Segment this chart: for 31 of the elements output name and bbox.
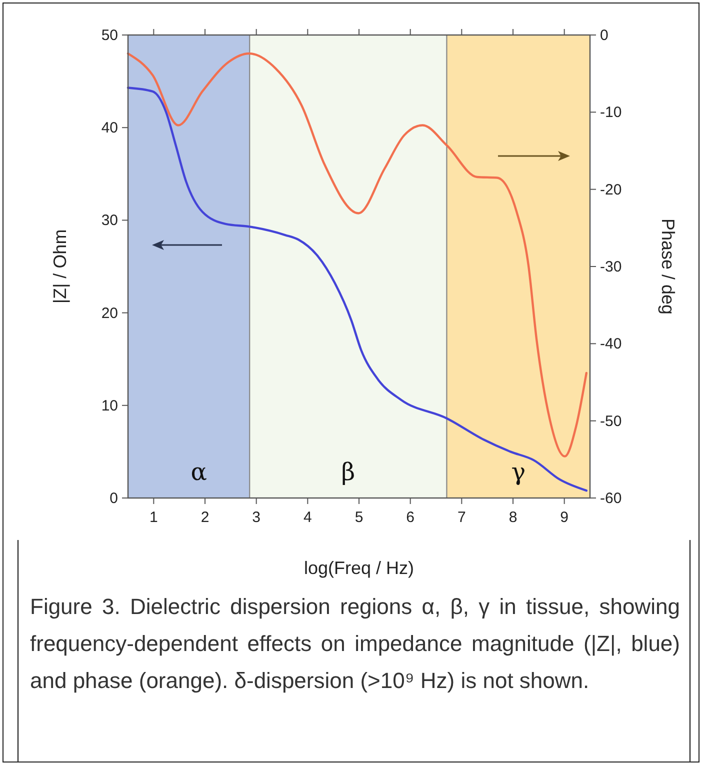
x-tick-label: 7 [457, 509, 466, 526]
x-axis-title: log(Freq / Hz) [304, 558, 414, 578]
y2-tick-label: 0 [600, 27, 608, 44]
x-tick-label: 6 [406, 509, 415, 526]
y-tick-label: 20 [101, 304, 118, 322]
band-label: β [341, 458, 356, 486]
x-tick-label: 3 [252, 509, 261, 526]
y-axis-title: |Z| / Ohm [50, 229, 70, 304]
band-label: α [190, 458, 207, 486]
band-label: γ [511, 458, 526, 486]
y2-tick-label: -40 [600, 336, 622, 353]
y2-tick-label: -60 [600, 490, 622, 507]
y2-tick-label: -20 [600, 181, 622, 198]
x-tick-label: 4 [303, 509, 312, 526]
y2-tick-label: -10 [600, 104, 622, 122]
caption: Figure 3. Dielectric dispersion regions α, β, γ in tissue, showing frequency-dependent effects on impedance magnitude (|Z|, blue) and phase (orange). δ-dispersion (>10⁹ Hz) is not shown. [30, 593, 680, 695]
x-tick-label: 9 [560, 509, 569, 526]
y2-tick-label: -50 [600, 412, 622, 430]
x-tick-label: 1 [149, 509, 158, 526]
x-tick-label: 8 [508, 509, 518, 526]
y-tick-label: 0 [110, 490, 118, 507]
y-tick-label: 10 [101, 397, 118, 414]
x-tick-label: 2 [200, 509, 210, 526]
y2-axis-title: Phase / deg [658, 218, 678, 315]
x-tick-label: 5 [354, 509, 364, 526]
line-series [126, 86, 588, 492]
y2-tick-label: -30 [600, 258, 622, 276]
y-tick-label: 30 [101, 212, 118, 230]
line-series [126, 52, 588, 458]
y-tick-label: 50 [101, 27, 118, 44]
y-tick-label: 40 [101, 120, 118, 137]
